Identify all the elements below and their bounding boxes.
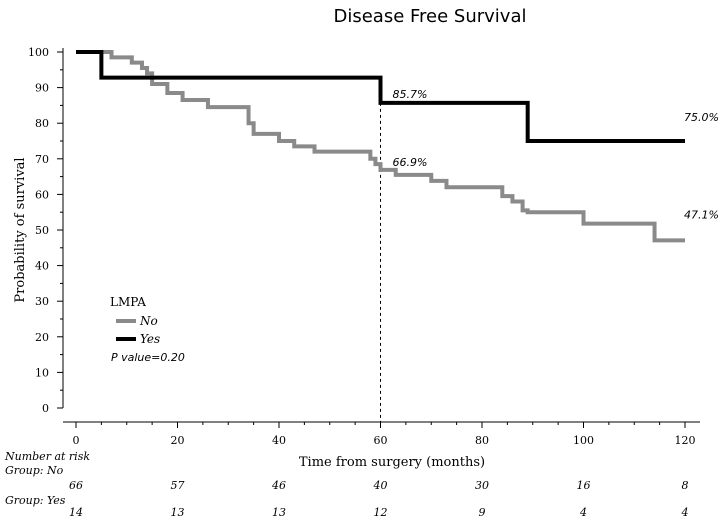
risk-value: 46 <box>271 479 286 492</box>
risk-value: 66 <box>69 479 83 492</box>
x-axis-title: Time from surgery (months) <box>299 455 485 470</box>
risk-table-header: Number at risk <box>4 450 90 463</box>
risk-value: 57 <box>171 479 185 492</box>
x-tick-label: 120 <box>675 434 696 447</box>
y-tick-label: 60 <box>35 188 49 201</box>
y-tick-label: 50 <box>35 224 49 237</box>
risk-value: 4 <box>681 506 689 519</box>
series-line-no <box>76 50 685 243</box>
y-tick-label: 20 <box>35 331 49 344</box>
risk-value: 13 <box>272 506 286 519</box>
y-tick-label: 10 <box>35 366 49 379</box>
risk-value: 12 <box>374 506 388 519</box>
x-tick-label: 100 <box>573 434 594 447</box>
chart-title: Disease Free Survival <box>333 6 526 27</box>
legend-title: LMPA <box>110 295 146 309</box>
x-tick-label: 60 <box>374 434 388 447</box>
risk-value: 4 <box>579 506 587 519</box>
risk-group-yes-label: Group: Yes <box>5 494 66 507</box>
risk-value: 13 <box>171 506 185 519</box>
legend-label-yes: Yes <box>140 332 160 346</box>
y-tick-label: 90 <box>35 82 49 95</box>
risk-value: 9 <box>479 506 486 519</box>
legend-label-no: No <box>139 314 158 328</box>
x-tick-label: 80 <box>475 434 489 447</box>
p-value-text: P value=0.20 <box>111 351 185 364</box>
risk-table: Number at risk Group: No Group: Yes 66 57… <box>4 450 689 519</box>
y-tick-label: 40 <box>35 260 49 273</box>
y-tick-label: 30 <box>35 295 49 308</box>
risk-row-yes: 14 13 13 12 9 4 4 <box>69 506 689 519</box>
y-tick-label: 100 <box>28 46 49 59</box>
risk-value: 30 <box>475 479 489 492</box>
series-line-yes <box>76 50 685 143</box>
y-tick-label: 80 <box>35 117 49 130</box>
risk-row-no: 66 57 46 40 30 16 8 <box>69 479 689 492</box>
risk-value: 8 <box>682 479 689 492</box>
data-label-annotation: 47.1% <box>684 208 719 221</box>
risk-value: 16 <box>577 479 591 492</box>
data-label-annotation: 66.9% <box>393 156 428 169</box>
risk-value: 14 <box>69 506 83 519</box>
data-label-annotation: 85.7% <box>393 88 428 101</box>
axes: 0 10 20 30 40 50 60 70 80 90 100 0 20 40 60 80 100 120 <box>28 46 700 447</box>
risk-group-no-label: Group: No <box>5 464 64 477</box>
y-tick-label: 0 <box>42 402 49 415</box>
x-tick-label: 20 <box>171 434 185 447</box>
annotations: 85.7% 66.9% 75.0% 47.1% <box>393 88 720 221</box>
x-tick-label: 0 <box>73 434 80 447</box>
y-tick-label: 70 <box>35 153 49 166</box>
series-group <box>76 50 685 243</box>
risk-value: 40 <box>373 479 388 492</box>
y-axis-title: Probability of survival <box>13 157 28 302</box>
data-label-annotation: 75.0% <box>684 111 719 124</box>
x-tick-label: 40 <box>272 434 286 447</box>
legend: LMPA No Yes P value=0.20 <box>110 295 185 364</box>
